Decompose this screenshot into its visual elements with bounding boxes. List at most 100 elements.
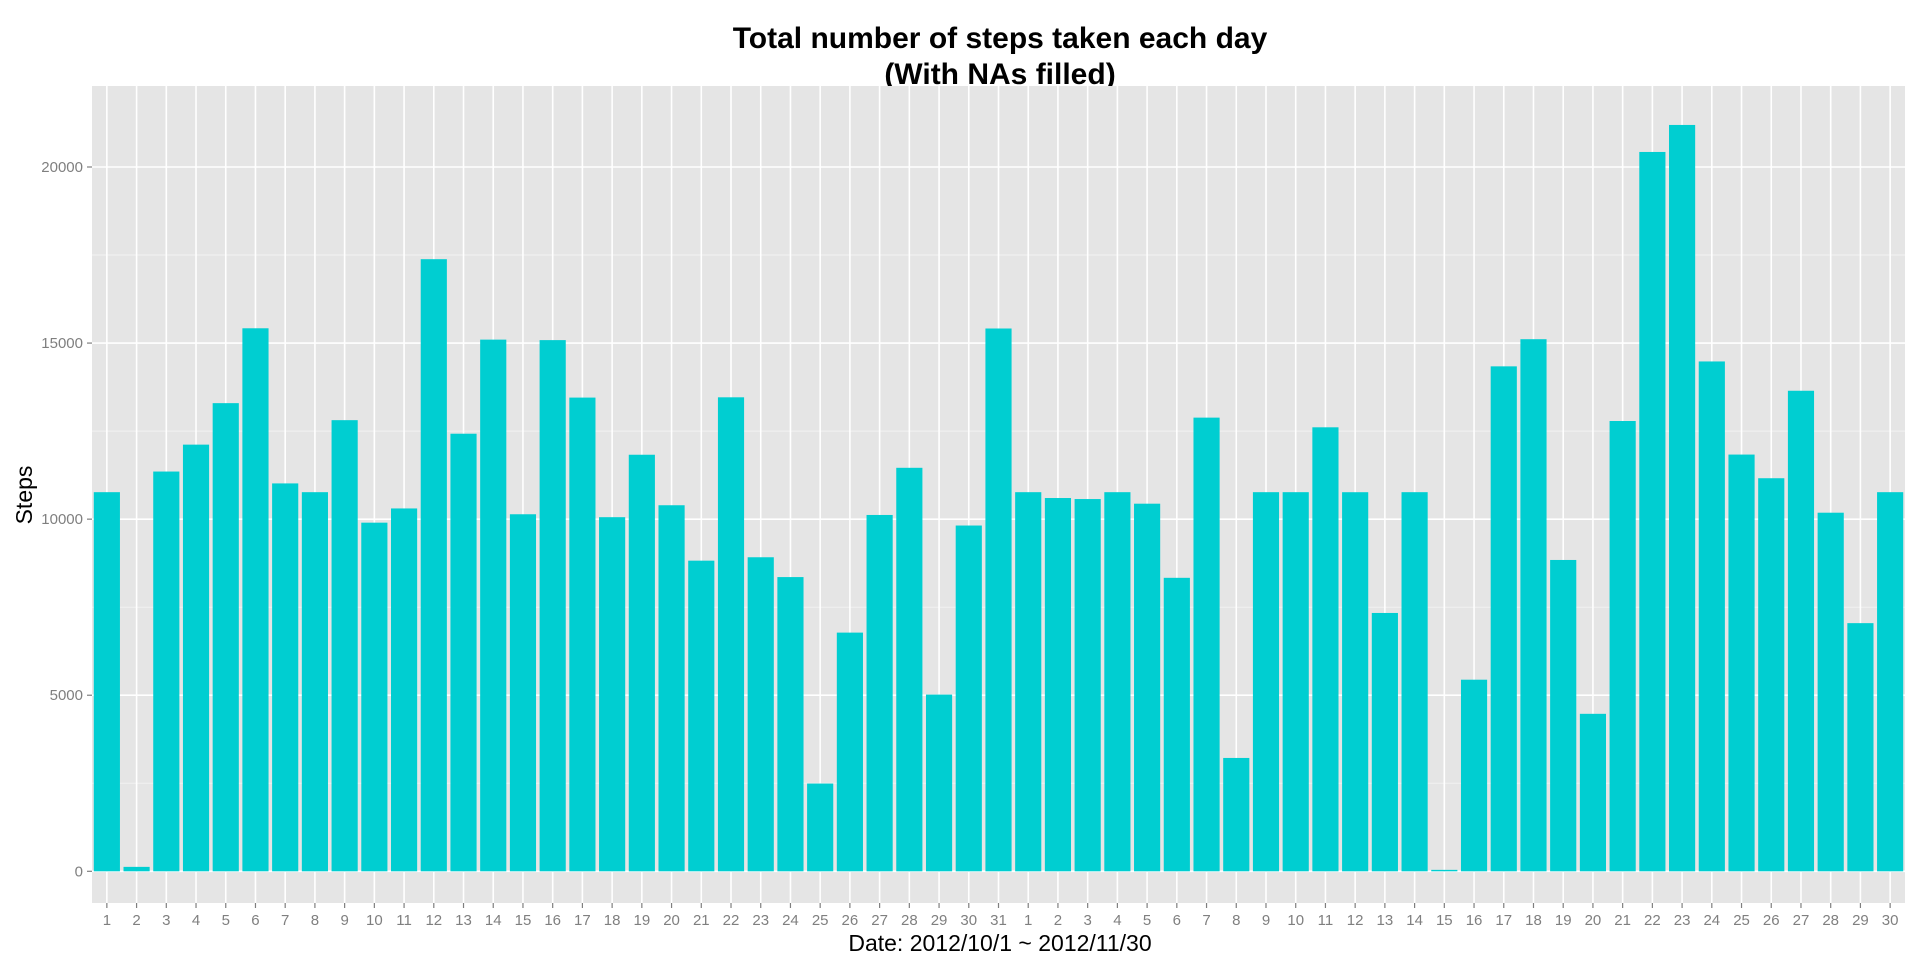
bar-day-22 <box>717 397 745 872</box>
bar-day-21 <box>688 560 715 872</box>
bar-day-1 <box>93 492 120 872</box>
bar-day-31 <box>985 328 1012 872</box>
bar-day-56 <box>1728 454 1755 872</box>
bar-day-5 <box>212 403 239 872</box>
bar-day-54 <box>1669 124 1696 872</box>
bar-day-45 <box>1401 492 1428 872</box>
x-tick-label: 24 <box>782 912 799 929</box>
bar-day-17 <box>569 397 596 872</box>
x-tick-label: 21 <box>693 912 710 929</box>
x-tick-label: 12 <box>425 912 442 929</box>
x-tick-label: 16 <box>1466 912 1483 929</box>
x-tick-label: 1 <box>103 912 111 929</box>
x-tick-label: 23 <box>1674 912 1691 929</box>
bar-day-23 <box>747 557 774 872</box>
x-tick-label: 3 <box>162 912 170 929</box>
x-tick-label: 2 <box>132 912 140 929</box>
bar-day-42 <box>1312 427 1339 872</box>
x-tick-label: 19 <box>634 912 651 929</box>
x-tick-label: 6 <box>1173 912 1181 929</box>
x-tick-label: 20 <box>1585 912 1602 929</box>
x-tick-label: 13 <box>1377 912 1394 929</box>
x-tick-label: 16 <box>544 912 561 929</box>
bar-day-53 <box>1639 151 1666 872</box>
bar-day-26 <box>836 632 863 872</box>
x-tick-label: 27 <box>871 912 888 929</box>
x-tick-label: 8 <box>311 912 319 929</box>
x-tick-label: 30 <box>1882 912 1899 929</box>
x-tick-label: 13 <box>455 912 472 929</box>
x-tick-label: 15 <box>1436 912 1453 929</box>
x-axis-title: Date: 2012/10/1 ~ 2012/11/30 <box>848 930 1151 956</box>
bar-day-2 <box>123 866 150 872</box>
bar-day-6 <box>242 328 269 872</box>
bar-day-35 <box>1104 492 1131 872</box>
bar-day-61 <box>1877 492 1904 872</box>
bar-day-7 <box>272 483 299 872</box>
x-tick-label: 9 <box>340 912 348 929</box>
y-tick-label: 0 <box>75 863 83 880</box>
y-axis: 0 5000 10000 15000 20000 <box>41 159 92 880</box>
bar-day-55 <box>1698 361 1725 872</box>
bar-day-4 <box>182 444 210 872</box>
x-tick-label: 7 <box>1202 912 1210 929</box>
x-tick-label: 18 <box>604 912 621 929</box>
bar-day-44 <box>1371 612 1398 872</box>
y-tick-label: 15000 <box>41 335 83 352</box>
bar-day-12 <box>420 259 447 872</box>
bar-day-40 <box>1252 492 1280 872</box>
x-tick-label: 27 <box>1793 912 1810 929</box>
bar-day-48 <box>1490 366 1517 872</box>
x-tick-label: 30 <box>960 912 977 929</box>
chart-title-line-2: (With NAs filled) <box>884 58 1115 91</box>
bar-day-15 <box>509 514 537 872</box>
bar-day-47 <box>1460 679 1488 872</box>
y-tick-label: 10000 <box>41 511 83 528</box>
bar-day-36 <box>1134 503 1161 872</box>
y-axis-title: Steps <box>11 466 37 525</box>
x-tick-label: 11 <box>396 912 412 929</box>
bar-day-30 <box>955 525 982 872</box>
bar-day-8 <box>301 492 328 872</box>
y-tick-label: 5000 <box>50 687 83 704</box>
bar-day-18 <box>599 517 626 872</box>
bar-day-14 <box>480 339 507 872</box>
x-tick-label: 28 <box>1822 912 1839 929</box>
bar-day-41 <box>1282 492 1309 872</box>
x-axis: 1 2 3 4 5 6 7 8 9 10 11 12 13 14 15 16 17 18 19 20 21 22 23 24 2… <box>103 903 1899 929</box>
x-tick-label: 29 <box>931 912 948 929</box>
x-tick-label: 24 <box>1703 912 1720 929</box>
x-tick-label: 5 <box>222 912 230 929</box>
bar-day-49 <box>1520 339 1547 872</box>
x-tick-label: 28 <box>901 912 918 929</box>
x-tick-label: 25 <box>1733 912 1750 929</box>
x-tick-label: 29 <box>1852 912 1869 929</box>
x-tick-label: 21 <box>1614 912 1631 929</box>
bar-day-13 <box>450 433 477 872</box>
bar-day-46 <box>1431 869 1458 872</box>
x-tick-label: 8 <box>1232 912 1240 929</box>
x-tick-label: 10 <box>1287 912 1304 929</box>
x-tick-label: 2 <box>1054 912 1062 929</box>
bar-day-59 <box>1817 512 1844 872</box>
x-tick-label: 20 <box>663 912 680 929</box>
x-tick-label: 18 <box>1525 912 1542 929</box>
x-tick-label: 14 <box>1406 912 1423 929</box>
bar-day-24 <box>777 577 804 872</box>
bar-day-9 <box>331 420 358 872</box>
bar-day-29 <box>925 694 953 872</box>
x-tick-label: 7 <box>281 912 289 929</box>
x-tick-label: 19 <box>1555 912 1572 929</box>
bar-day-51 <box>1579 713 1607 872</box>
x-tick-label: 5 <box>1143 912 1151 929</box>
plot-area <box>92 86 1905 903</box>
bar-day-34 <box>1074 499 1101 872</box>
bar-day-16 <box>539 340 566 872</box>
x-tick-label: 12 <box>1347 912 1364 929</box>
bar-day-38 <box>1193 417 1220 872</box>
bar-day-10 <box>361 522 388 872</box>
bar-day-3 <box>153 471 180 872</box>
bar-day-28 <box>896 467 923 872</box>
bar-day-20 <box>658 505 685 872</box>
